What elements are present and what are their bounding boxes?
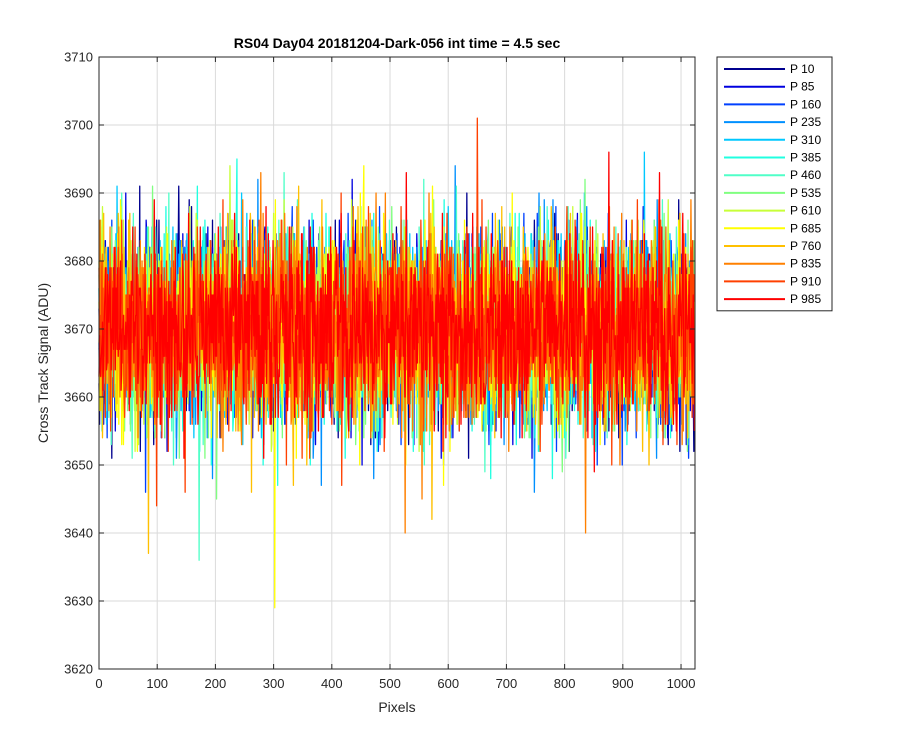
y-axis-label: Cross Track Signal (ADU) (35, 283, 51, 443)
x-tick-label: 600 (437, 676, 459, 691)
legend-label: P 310 (790, 133, 821, 147)
y-tick-label: 3680 (64, 254, 93, 269)
x-tick-label: 800 (554, 676, 576, 691)
y-tick-label: 3630 (64, 594, 93, 609)
y-tick-label: 3710 (64, 50, 93, 65)
y-tick-label: 3670 (64, 322, 93, 337)
legend-label: P 385 (790, 151, 821, 165)
y-tick-label: 3650 (64, 458, 93, 473)
x-tick-label: 1000 (667, 676, 696, 691)
legend-label: P 160 (790, 97, 821, 111)
legend-label: P 835 (790, 257, 821, 271)
x-tick-label: 0 (95, 676, 102, 691)
x-axis-label: Pixels (378, 699, 415, 715)
y-tick-label: 3700 (64, 118, 93, 133)
legend-label: P 760 (790, 239, 821, 253)
y-tick-label: 3620 (64, 662, 93, 677)
chart-title: RS04 Day04 20181204-Dark-056 int time = … (234, 35, 561, 51)
x-tick-label: 300 (263, 676, 285, 691)
legend-label: P 910 (790, 274, 821, 288)
ticks: 0 100 200 300 400 500 600 700 800 900 1000 3620 3630… (64, 50, 695, 692)
legend-box (716, 56, 833, 312)
legend-label: P 460 (790, 168, 821, 182)
series-layer (98, 117, 696, 609)
x-tick-label: 400 (321, 676, 343, 691)
x-tick-label: 500 (379, 676, 401, 691)
y-tick-label: 3660 (64, 390, 93, 405)
legend-label: P 85 (790, 80, 815, 94)
legend-label: P 685 (790, 221, 821, 235)
legend-label: P 535 (790, 186, 821, 200)
legend-label: P 610 (790, 204, 821, 218)
x-tick-label: 100 (146, 676, 168, 691)
legend-label: P 10 (790, 62, 815, 76)
x-tick-label: 700 (496, 676, 518, 691)
plot-frame (98, 56, 696, 670)
x-tick-label: 200 (205, 676, 227, 691)
y-tick-label: 3690 (64, 186, 93, 201)
legend: P 10 P 85 P 160 P 235 P 310 P 385 P 460 P 535 P … (716, 56, 833, 312)
y-tick-label: 3640 (64, 526, 93, 541)
legend-label: P 235 (790, 115, 821, 129)
x-tick-label: 900 (612, 676, 634, 691)
series-line-p-985 (98, 151, 696, 473)
legend-label: P 985 (790, 292, 821, 306)
